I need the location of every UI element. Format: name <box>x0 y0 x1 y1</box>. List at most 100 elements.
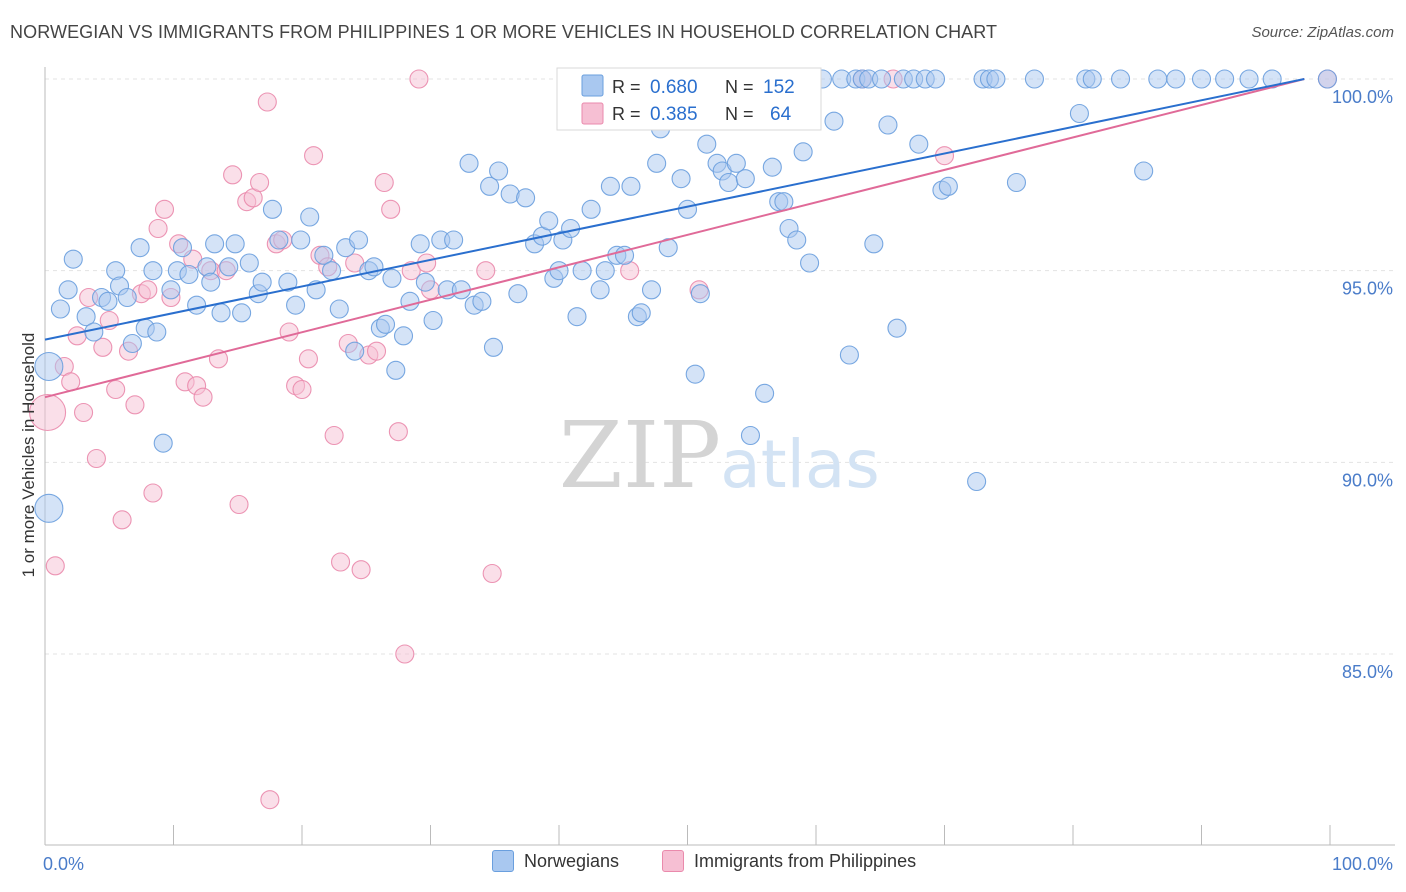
point-norwegians <box>887 318 907 338</box>
point-philippines <box>395 644 415 664</box>
point-norwegians <box>925 69 946 89</box>
legend-item-norwegians[interactable]: Norwegians <box>492 850 619 872</box>
point-norwegians <box>1006 172 1027 193</box>
point-philippines <box>74 402 94 423</box>
point-norwegians <box>239 253 259 273</box>
point-norwegians <box>314 245 334 265</box>
point-philippines <box>67 326 87 346</box>
watermark-zip: ZIP <box>559 402 721 509</box>
point-norwegians <box>793 142 813 162</box>
point-norwegians <box>762 157 782 177</box>
point-norwegians <box>572 261 592 281</box>
point-norwegians <box>143 261 163 281</box>
point-norwegians <box>172 238 193 258</box>
point-norwegians <box>614 245 635 265</box>
point-norwegians <box>117 287 137 308</box>
point-norwegians <box>345 341 365 361</box>
point-norwegians <box>986 69 1006 89</box>
legend-n-value-2: 64 <box>770 104 792 125</box>
point-norwegians <box>58 280 78 300</box>
y-tick-label: 90.0% <box>1342 470 1393 490</box>
point-philippines <box>366 341 387 361</box>
point-norwegians <box>677 199 698 219</box>
y-tick-label: 100.0% <box>1332 87 1393 107</box>
point-philippines <box>223 165 243 185</box>
point-norwegians <box>201 272 221 292</box>
point-norwegians <box>219 257 239 277</box>
point-norwegians <box>179 264 199 285</box>
point-norwegians <box>130 238 150 258</box>
point-philippines <box>138 280 158 300</box>
point-norwegians <box>205 234 225 254</box>
point-norwegians <box>871 69 892 89</box>
point-norwegians <box>697 134 717 154</box>
point-norwegians <box>590 280 610 300</box>
point-norwegians <box>153 433 173 453</box>
point-philippines <box>154 199 175 219</box>
y-axis-label: 1 or more Vehicles in Household <box>19 333 38 578</box>
trendline-norwegians <box>44 78 1305 341</box>
point-norwegians <box>329 299 349 319</box>
point-norwegians <box>1166 69 1186 89</box>
x-tick-label-min: 0.0% <box>43 854 84 874</box>
point-philippines <box>351 560 371 580</box>
point-philippines <box>388 422 408 442</box>
point-norwegians <box>50 299 70 319</box>
point-norwegians <box>685 364 705 384</box>
point-norwegians <box>187 295 207 315</box>
point-norwegians <box>595 261 615 281</box>
point-norwegians <box>483 337 504 357</box>
source-label: Source: ZipAtlas.com <box>1251 24 1394 41</box>
legend-n-value-1: 152 <box>763 77 795 98</box>
point-philippines <box>148 218 168 239</box>
point-norwegians <box>839 345 859 365</box>
point-norwegians <box>600 176 620 196</box>
point-norwegians <box>567 307 587 327</box>
point-norwegians <box>1110 69 1131 89</box>
point-norwegians <box>641 280 662 300</box>
point-philippines <box>482 563 502 584</box>
point-norwegians <box>480 176 500 196</box>
point-philippines <box>298 349 318 369</box>
x-tick-label-max: 100.0% <box>1332 854 1393 874</box>
point-norwegians <box>1134 161 1154 181</box>
point-philippines <box>106 379 126 400</box>
point-norwegians <box>824 111 844 131</box>
point-norwegians <box>1317 69 1337 89</box>
point-norwegians <box>415 272 435 292</box>
point-norwegians <box>34 351 64 382</box>
point-norwegians <box>291 230 311 250</box>
legend-label-philippines: Immigrants from Philippines <box>694 850 917 871</box>
point-norwegians <box>740 425 761 446</box>
point-norwegians <box>909 134 929 154</box>
point-norwegians <box>300 207 320 227</box>
legend-r-value-1: 0.680 <box>650 77 698 98</box>
point-norwegians <box>1191 69 1212 89</box>
point-norwegians <box>878 115 898 135</box>
legend-r-label-2: R = <box>612 104 641 124</box>
point-philippines <box>257 92 277 112</box>
y-tick-label: 95.0% <box>1342 279 1393 299</box>
point-philippines <box>409 69 429 89</box>
point-norwegians <box>864 234 884 254</box>
point-norwegians <box>671 169 691 189</box>
legend-label-norwegians: Norwegians <box>524 850 620 871</box>
point-norwegians <box>800 253 820 273</box>
legend-n-label-1: N = <box>725 77 754 97</box>
point-philippines <box>193 387 213 407</box>
stats-legend: R = 0.680 N = 152 R = 0.385 N = 64 <box>556 67 822 131</box>
point-norwegians <box>444 230 464 250</box>
point-philippines <box>229 494 249 515</box>
point-norwegians <box>581 199 601 219</box>
point-norwegians <box>400 291 420 311</box>
point-philippines <box>250 172 270 193</box>
point-norwegians <box>262 199 282 219</box>
point-philippines <box>304 146 324 166</box>
point-norwegians <box>735 169 755 189</box>
point-norwegians <box>621 176 641 196</box>
legend-item-philippines[interactable]: Immigrants from Philippines <box>662 850 916 872</box>
point-norwegians <box>348 230 369 250</box>
point-norwegians <box>508 284 528 304</box>
point-philippines <box>374 172 394 193</box>
